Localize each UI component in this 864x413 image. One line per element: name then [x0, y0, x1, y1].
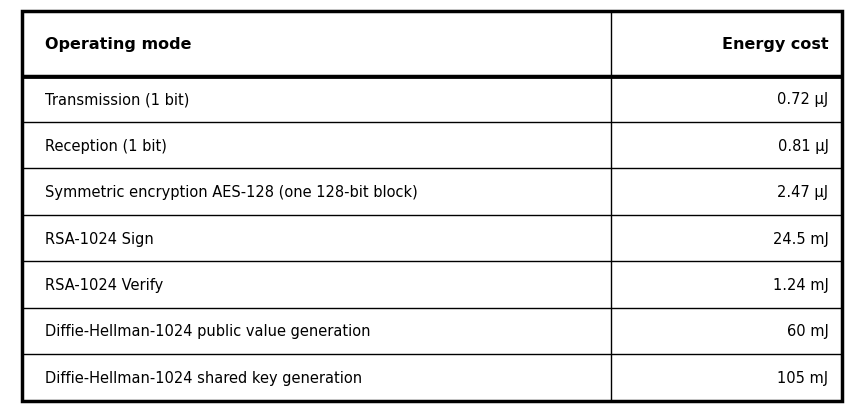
Text: Reception (1 bit): Reception (1 bit): [45, 138, 167, 153]
Text: Diffie-Hellman-1024 shared key generation: Diffie-Hellman-1024 shared key generatio…: [45, 370, 362, 385]
Text: Diffie-Hellman-1024 public value generation: Diffie-Hellman-1024 public value generat…: [45, 324, 371, 339]
Text: Symmetric encryption AES-128 (one 128-bit block): Symmetric encryption AES-128 (one 128-bi…: [45, 185, 418, 199]
Text: 0.81 μJ: 0.81 μJ: [778, 138, 829, 153]
Text: Transmission (1 bit): Transmission (1 bit): [45, 92, 189, 107]
Text: Operating mode: Operating mode: [45, 37, 192, 52]
Text: 105 mJ: 105 mJ: [778, 370, 829, 385]
Text: 1.24 mJ: 1.24 mJ: [772, 278, 829, 292]
Text: 60 mJ: 60 mJ: [786, 324, 829, 339]
Text: RSA-1024 Verify: RSA-1024 Verify: [45, 278, 163, 292]
Text: Energy cost: Energy cost: [722, 37, 829, 52]
Text: 24.5 mJ: 24.5 mJ: [772, 231, 829, 246]
Text: 2.47 μJ: 2.47 μJ: [778, 185, 829, 199]
Text: 0.72 μJ: 0.72 μJ: [778, 92, 829, 107]
Text: RSA-1024 Sign: RSA-1024 Sign: [45, 231, 154, 246]
